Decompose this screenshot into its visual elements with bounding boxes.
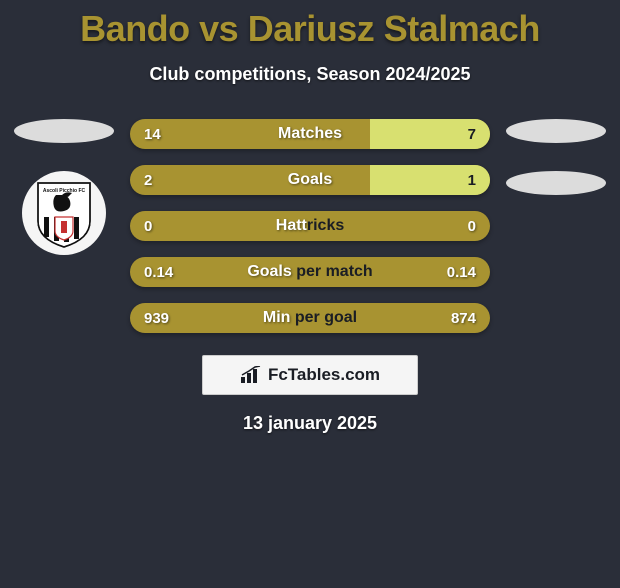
club-crest-icon: Ascoli Picchio FC bbox=[34, 177, 94, 249]
brand-badge[interactable]: FcTables.com bbox=[202, 355, 418, 395]
stat-row-goals: 2 Goals 1 bbox=[130, 165, 490, 195]
comparison-body: Ascoli Picchio FC bbox=[8, 119, 612, 333]
player-avatar-placeholder bbox=[14, 119, 114, 143]
right-player-column bbox=[500, 119, 612, 333]
stat-label: Matches bbox=[278, 125, 342, 143]
stat-row-matches: 14 Matches 7 bbox=[130, 119, 490, 149]
player-avatar-placeholder bbox=[506, 119, 606, 143]
brand-text: FcTables.com bbox=[268, 365, 380, 385]
stat-right-value: 0 bbox=[468, 218, 476, 235]
stat-label: Goals per match bbox=[247, 263, 372, 281]
stat-row-gpm: 0.14 Goals per match 0.14 bbox=[130, 257, 490, 287]
stat-label: Goals bbox=[288, 171, 332, 189]
svg-text:Ascoli Picchio FC: Ascoli Picchio FC bbox=[43, 188, 86, 194]
stat-label: Min per goal bbox=[263, 309, 357, 327]
stat-left-value: 14 bbox=[144, 126, 161, 143]
footer-date: 13 january 2025 bbox=[8, 413, 612, 434]
stat-left-value: 0.14 bbox=[144, 264, 173, 281]
stat-row-hattricks: 0 Hattricks 0 bbox=[130, 211, 490, 241]
club-badge: Ascoli Picchio FC bbox=[22, 171, 106, 255]
stat-right-value: 1 bbox=[468, 172, 476, 189]
stat-row-mpg: 939 Min per goal 874 bbox=[130, 303, 490, 333]
page-subtitle: Club competitions, Season 2024/2025 bbox=[8, 64, 612, 85]
club-avatar-placeholder bbox=[506, 171, 606, 195]
stat-right-value: 874 bbox=[451, 310, 476, 327]
stat-left-value: 939 bbox=[144, 310, 169, 327]
left-player-column: Ascoli Picchio FC bbox=[8, 119, 120, 333]
stats-list: 14 Matches 7 2 Goals 1 0 Hattricks 0 0.1… bbox=[130, 119, 490, 333]
stat-label: Hattricks bbox=[276, 217, 344, 235]
stat-right-value: 0.14 bbox=[447, 264, 476, 281]
page-title: Bando vs Dariusz Stalmach bbox=[8, 8, 612, 50]
stat-left-value: 0 bbox=[144, 218, 152, 235]
stat-left-value: 2 bbox=[144, 172, 152, 189]
stat-right-value: 7 bbox=[468, 126, 476, 143]
chart-icon bbox=[240, 366, 262, 384]
